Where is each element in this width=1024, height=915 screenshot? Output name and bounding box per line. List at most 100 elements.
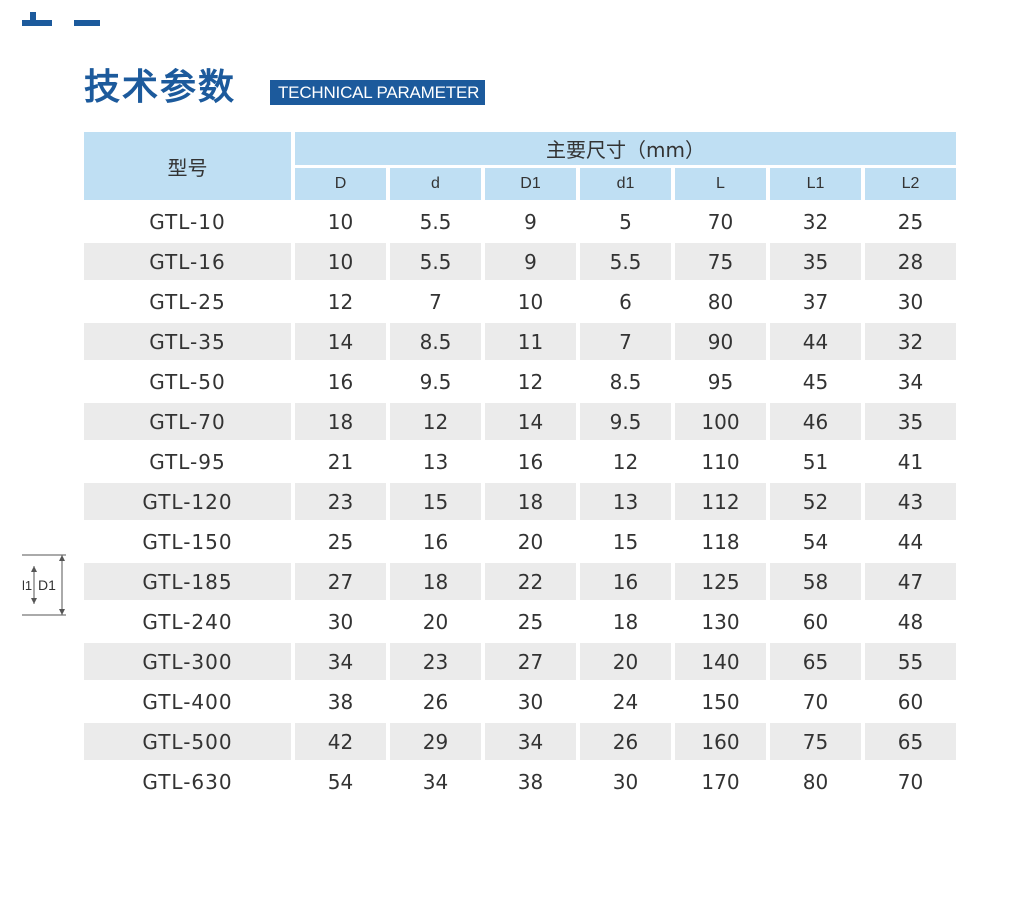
cropped-heading-fragment bbox=[22, 12, 100, 26]
value-cell: 32 bbox=[802, 209, 829, 234]
model-cell: GTL-16 bbox=[84, 243, 291, 280]
value-cell: 23 bbox=[295, 483, 386, 520]
value-cell: 29 bbox=[390, 723, 481, 760]
value-cell: 32 bbox=[865, 323, 956, 360]
value-cell: 44 bbox=[770, 323, 861, 360]
value-cell: 6 bbox=[619, 289, 632, 314]
value-cell: 26 bbox=[422, 689, 449, 714]
value-cell: 23 bbox=[390, 643, 481, 680]
value-cell: 12 bbox=[517, 369, 544, 394]
value-cell: 25 bbox=[517, 609, 544, 634]
value-cell: 130 bbox=[701, 609, 740, 634]
value-cell: 30 bbox=[897, 289, 924, 314]
value-cell: 18 bbox=[612, 609, 639, 634]
value-cell: 5.5 bbox=[580, 243, 671, 280]
value-cell: 16 bbox=[580, 563, 671, 600]
value-cell: 14 bbox=[485, 403, 576, 440]
value-cell: 38 bbox=[327, 689, 354, 714]
value-cell: 38 bbox=[517, 769, 544, 794]
value-cell: 25 bbox=[327, 529, 354, 554]
model-cell: GTL-120 bbox=[84, 483, 291, 520]
value-cell: 8.5 bbox=[609, 369, 642, 394]
value-cell: 20 bbox=[517, 529, 544, 554]
column-header-d: D bbox=[295, 168, 386, 200]
value-cell: 43 bbox=[865, 483, 956, 520]
table-row: GTL-16 10 5.5 9 5.5 75 35 28 bbox=[84, 243, 956, 280]
value-cell: 30 bbox=[327, 609, 354, 634]
value-cell: 54 bbox=[802, 529, 829, 554]
value-cell: 15 bbox=[390, 483, 481, 520]
value-cell: 75 bbox=[770, 723, 861, 760]
value-cell: 34 bbox=[485, 723, 576, 760]
model-cell: GTL-95 bbox=[149, 449, 226, 474]
value-cell: 5 bbox=[619, 209, 632, 234]
value-cell: 9.5 bbox=[419, 369, 452, 394]
value-cell: 110 bbox=[701, 449, 740, 474]
value-cell: 80 bbox=[802, 769, 829, 794]
value-cell: 21 bbox=[327, 449, 354, 474]
value-cell: 52 bbox=[770, 483, 861, 520]
value-cell: 95 bbox=[707, 369, 734, 394]
value-cell: 26 bbox=[580, 723, 671, 760]
section-title-en-badge: TECHNICAL PARAMETER bbox=[270, 80, 486, 105]
model-cell: GTL-500 bbox=[84, 723, 291, 760]
column-header-d1: d1 bbox=[580, 168, 671, 200]
model-cell: GTL-630 bbox=[142, 769, 233, 794]
diagram-label-d1: D1 bbox=[38, 577, 56, 593]
value-cell: 34 bbox=[897, 369, 924, 394]
value-cell: 54 bbox=[327, 769, 354, 794]
value-cell: 27 bbox=[485, 643, 576, 680]
value-cell: 12 bbox=[390, 403, 481, 440]
value-cell: 10 bbox=[517, 289, 544, 314]
table-row: GTL-150 25 16 20 15 118 54 44 bbox=[84, 523, 956, 560]
value-cell: 28 bbox=[865, 243, 956, 280]
value-cell: 58 bbox=[770, 563, 861, 600]
value-cell: 9.5 bbox=[580, 403, 671, 440]
value-cell: 160 bbox=[675, 723, 766, 760]
table-row: GTL-300 34 23 27 20 140 65 55 bbox=[84, 643, 956, 680]
value-cell: 16 bbox=[517, 449, 544, 474]
table-row: GTL-185 27 18 22 16 125 58 47 bbox=[84, 563, 956, 600]
model-cell: GTL-150 bbox=[142, 529, 233, 554]
value-cell: 34 bbox=[422, 769, 449, 794]
main-dimensions-header: 主要尺寸（mm） bbox=[295, 132, 956, 165]
value-cell: 13 bbox=[422, 449, 449, 474]
value-cell: 20 bbox=[422, 609, 449, 634]
value-cell: 118 bbox=[701, 529, 740, 554]
value-cell: 12 bbox=[612, 449, 639, 474]
value-cell: 46 bbox=[770, 403, 861, 440]
table-row: GTL-25 12 7 10 6 80 37 30 bbox=[84, 283, 956, 320]
column-header-d: d bbox=[390, 168, 481, 200]
value-cell: 60 bbox=[897, 689, 924, 714]
value-cell: 9 bbox=[485, 243, 576, 280]
table-row: GTL-95 21 13 16 12 110 51 41 bbox=[84, 443, 956, 480]
value-cell: 42 bbox=[295, 723, 386, 760]
model-column-header: 型号 bbox=[84, 132, 291, 200]
table-row: GTL-500 42 29 34 26 160 75 65 bbox=[84, 723, 956, 760]
value-cell: 30 bbox=[517, 689, 544, 714]
value-cell: 51 bbox=[802, 449, 829, 474]
value-cell: 70 bbox=[802, 689, 829, 714]
value-cell: 16 bbox=[327, 369, 354, 394]
value-cell: 5.5 bbox=[390, 243, 481, 280]
value-cell: 112 bbox=[675, 483, 766, 520]
value-cell: 5.5 bbox=[419, 209, 452, 234]
value-cell: 15 bbox=[612, 529, 639, 554]
table-row: GTL-70 18 12 14 9.5 100 46 35 bbox=[84, 403, 956, 440]
model-cell: GTL-10 bbox=[149, 209, 226, 234]
column-header-d1: D1 bbox=[485, 168, 576, 200]
value-cell: 25 bbox=[897, 209, 924, 234]
value-cell: 44 bbox=[897, 529, 924, 554]
value-cell: 140 bbox=[675, 643, 766, 680]
value-cell: 45 bbox=[802, 369, 829, 394]
value-cell: 47 bbox=[865, 563, 956, 600]
value-cell: 80 bbox=[707, 289, 734, 314]
value-cell: 70 bbox=[707, 209, 734, 234]
table-row: GTL-50 16 9.5 12 8.5 95 45 34 bbox=[84, 363, 956, 400]
table-row: GTL-400 38 26 30 24 150 70 60 bbox=[84, 683, 956, 720]
column-header-l2: L2 bbox=[865, 168, 956, 200]
model-cell: GTL-300 bbox=[84, 643, 291, 680]
value-cell: 55 bbox=[865, 643, 956, 680]
value-cell: 70 bbox=[897, 769, 924, 794]
value-cell: 150 bbox=[701, 689, 740, 714]
